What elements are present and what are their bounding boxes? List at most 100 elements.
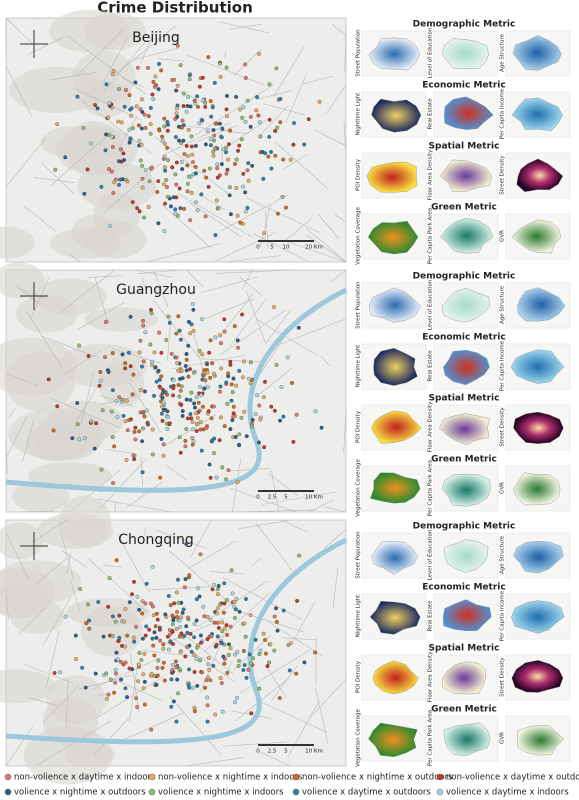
crime-point [224, 107, 229, 112]
crime-point [180, 610, 185, 615]
crime-point [149, 671, 154, 676]
crime-point [191, 307, 196, 312]
crime-point [161, 646, 166, 651]
crime-point [173, 211, 178, 216]
terrain [77, 162, 157, 210]
terrain [4, 352, 76, 412]
road [26, 311, 63, 367]
road [137, 269, 180, 274]
road [281, 637, 317, 641]
crime-point [181, 91, 186, 96]
crime-point [216, 583, 221, 588]
crime-point [224, 171, 229, 176]
crime-point [55, 404, 60, 409]
crime-point [177, 667, 182, 671]
crime-point [273, 129, 278, 133]
crime-point [236, 148, 241, 153]
crime-point [203, 685, 208, 690]
metric-label: Level of Education [428, 529, 434, 580]
metric-map [438, 413, 490, 446]
crime-point [198, 633, 203, 638]
road [227, 468, 270, 472]
crime-point [245, 168, 250, 173]
crime-point [116, 119, 121, 124]
crime-point [175, 106, 179, 111]
crime-point [165, 194, 170, 199]
crime-point [178, 625, 183, 629]
crime-point [177, 394, 182, 399]
crime-point [185, 181, 190, 186]
crime-point [143, 633, 148, 638]
crime-point [142, 389, 147, 394]
crime-point [168, 603, 173, 608]
crime-point [179, 125, 184, 130]
metric-map [371, 98, 422, 133]
crime-point [218, 384, 223, 389]
crime-point [225, 670, 230, 675]
crime-point [195, 645, 200, 650]
crime-point [176, 691, 181, 696]
crime-point [141, 672, 146, 677]
crime-point [235, 480, 240, 484]
crime-point [182, 152, 187, 157]
road [50, 130, 114, 187]
crime-point [190, 302, 195, 307]
crime-point [166, 594, 171, 598]
crime-point [213, 335, 218, 340]
crime-point [211, 128, 216, 133]
crime-point [233, 607, 238, 612]
metric-label: Per Capita Income [500, 590, 506, 641]
crime-point [112, 444, 117, 449]
crime-point [175, 614, 179, 619]
metric-label: POI Density [356, 660, 362, 693]
crime-point [160, 134, 165, 139]
crime-point [228, 362, 233, 367]
crime-point [120, 397, 125, 402]
crime-point [157, 61, 161, 66]
road [177, 193, 253, 238]
crime-point [233, 652, 238, 657]
crime-point [186, 95, 191, 99]
crime-point [117, 87, 122, 92]
crime-point [156, 658, 161, 663]
crime-point [262, 445, 267, 450]
metric-heading: Demographic Metric [413, 272, 516, 282]
crime-point [148, 105, 153, 110]
crime-point [161, 400, 166, 405]
crime-point [150, 359, 154, 364]
crime-point [185, 416, 190, 421]
metric-label: Per Capita Park Area [428, 710, 434, 766]
crime-point [215, 587, 220, 592]
crime-point [165, 185, 169, 189]
crime-point [167, 422, 172, 427]
crime-point [208, 99, 213, 104]
crime-point [197, 121, 202, 126]
terrain [0, 226, 35, 259]
crime-point [140, 599, 145, 604]
crime-point [169, 704, 174, 709]
crime-point [231, 411, 236, 416]
crime-point [225, 167, 230, 172]
crime-point [128, 364, 133, 369]
crime-point [132, 457, 137, 462]
crime-point [113, 177, 118, 182]
crime-point [275, 125, 280, 130]
crime-point [296, 325, 301, 330]
crime-point [150, 636, 155, 641]
metric-map [443, 349, 490, 386]
crime-point [265, 664, 270, 669]
crime-point [287, 668, 292, 673]
crime-point [174, 355, 179, 360]
crime-point [241, 184, 246, 189]
crime-point [209, 416, 214, 421]
crime-point [212, 371, 216, 376]
crime-point [158, 475, 163, 480]
crime-point [110, 72, 115, 77]
metric-map [511, 219, 562, 254]
crime-point [87, 618, 92, 623]
crime-point [179, 631, 184, 636]
crime-point [82, 436, 87, 441]
crime-point [219, 341, 224, 346]
crime-point [184, 427, 189, 431]
crime-point [160, 138, 165, 143]
